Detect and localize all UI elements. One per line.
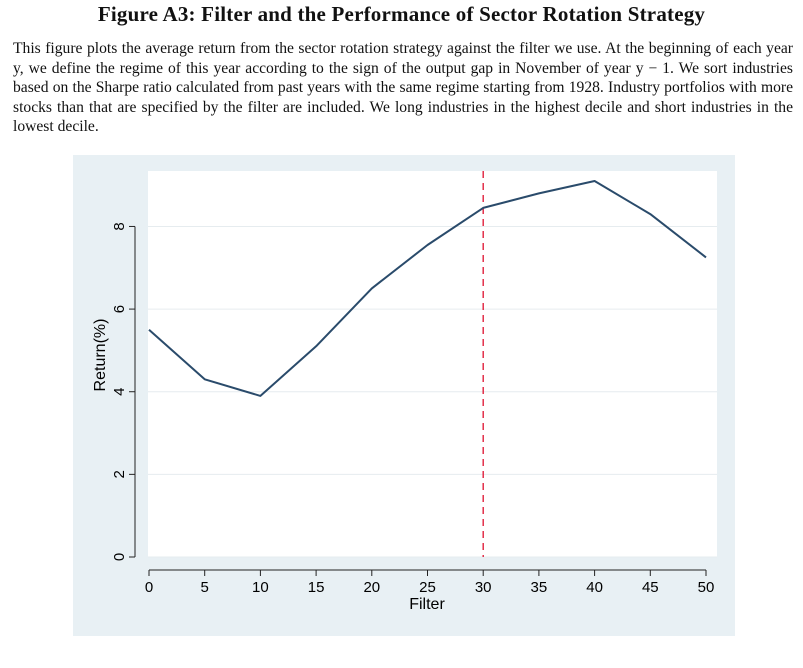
x-tick-label-0: 0 xyxy=(145,579,153,596)
y-axis: 0 2 4 6 8 xyxy=(111,222,136,561)
figure-caption: This figure plots the average return fro… xyxy=(13,40,793,135)
x-tick-label-40: 40 xyxy=(586,579,603,596)
plot-area xyxy=(148,171,717,557)
y-tick-label-8: 8 xyxy=(111,222,128,230)
y-axis-label: Return(%) xyxy=(92,319,109,392)
x-tick-label-45: 45 xyxy=(642,579,659,596)
y-tick-label-2: 2 xyxy=(111,470,128,478)
chart-outer-background xyxy=(73,155,735,636)
y-tick-label-6: 6 xyxy=(111,305,128,313)
x-tick-label-10: 10 xyxy=(252,579,269,596)
x-tick-label-30: 30 xyxy=(475,579,492,596)
x-tick-label-20: 20 xyxy=(363,579,380,596)
x-axis: 0 5 10 15 20 25 30 35 40 45 50 xyxy=(145,569,715,596)
series-line-return xyxy=(148,180,707,397)
x-axis-label: Filter xyxy=(409,596,445,613)
x-tick-label-25: 25 xyxy=(419,579,436,596)
figure-title: Figure A3: Filter and the Performance of… xyxy=(97,2,706,26)
y-tick-label-0: 0 xyxy=(111,553,128,561)
x-tick-label-35: 35 xyxy=(531,579,548,596)
y-tick-label-4: 4 xyxy=(111,388,128,396)
x-tick-label-5: 5 xyxy=(201,579,209,596)
grid-lines xyxy=(148,225,717,558)
x-tick-label-15: 15 xyxy=(308,579,325,596)
x-tick-label-50: 50 xyxy=(698,579,715,596)
